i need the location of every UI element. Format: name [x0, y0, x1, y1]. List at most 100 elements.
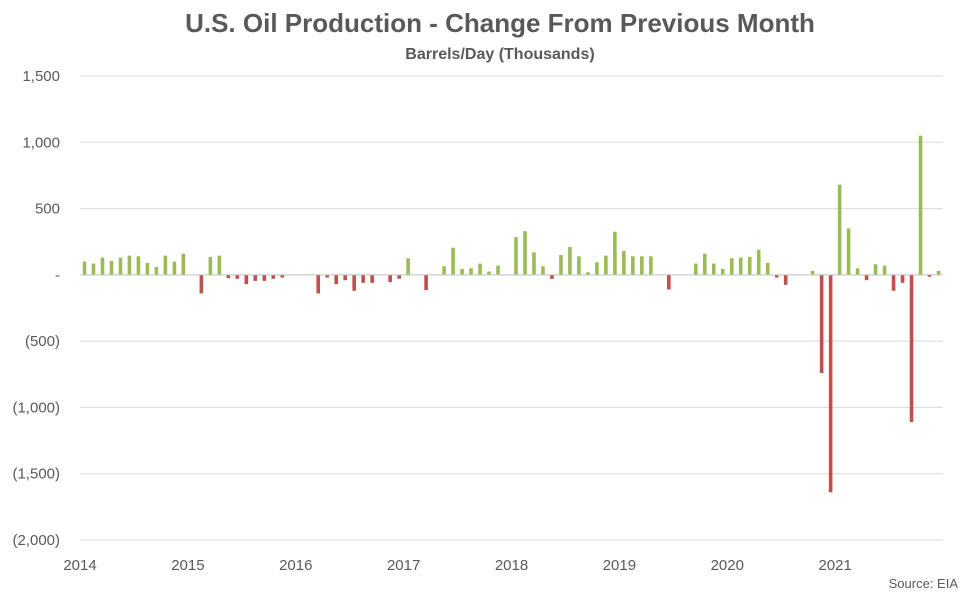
bar	[810, 270, 815, 275]
bar	[316, 274, 321, 294]
bar	[909, 274, 914, 423]
bar	[891, 274, 896, 291]
bar	[819, 274, 824, 373]
bar	[487, 271, 491, 275]
bar	[154, 266, 159, 275]
bar	[720, 268, 725, 275]
x-tick-label: 2017	[387, 557, 420, 574]
bar	[855, 268, 860, 275]
bar	[927, 274, 932, 277]
bar	[334, 274, 339, 285]
bar	[469, 268, 473, 275]
bar	[127, 255, 132, 275]
bar	[280, 274, 285, 278]
bar	[738, 257, 743, 275]
x-tick-label: 2018	[495, 557, 528, 574]
source-note: Source: EIA	[888, 576, 958, 591]
bar	[523, 231, 527, 275]
bar	[244, 274, 249, 285]
bar	[667, 274, 671, 290]
bar	[478, 263, 482, 275]
bar	[235, 274, 240, 279]
bar	[91, 263, 96, 275]
bar	[550, 274, 554, 279]
bar	[693, 263, 698, 275]
bar	[343, 274, 347, 281]
bar	[118, 257, 123, 275]
bar	[640, 256, 644, 275]
y-tick-label: 1,000	[22, 134, 60, 151]
bar	[568, 247, 572, 275]
bar	[711, 263, 716, 275]
bar	[208, 256, 213, 275]
bar	[702, 253, 707, 275]
bar	[109, 260, 114, 275]
bar	[82, 261, 87, 275]
bar	[163, 255, 168, 275]
y-tick-label: (2,000)	[12, 532, 60, 549]
bar	[631, 256, 635, 275]
bar	[361, 274, 365, 283]
x-tick-label: 2020	[711, 557, 744, 574]
y-tick-label: (500)	[25, 333, 60, 350]
bar	[846, 228, 851, 275]
chart-title: U.S. Oil Production - Change From Previo…	[185, 8, 815, 38]
bar	[649, 256, 653, 275]
x-tick-label: 2021	[818, 557, 851, 574]
y-tick-label: (1,500)	[12, 466, 60, 483]
bar	[882, 265, 887, 275]
bar	[514, 237, 518, 275]
bar	[918, 135, 923, 275]
bar	[145, 262, 150, 275]
bar	[172, 261, 177, 275]
bar	[595, 262, 599, 275]
bar	[936, 270, 941, 275]
chart-subtitle: Barrels/Day (Thousands)	[405, 46, 595, 63]
bar	[100, 257, 105, 275]
bar	[253, 274, 258, 281]
y-tick-label: (1,000)	[12, 399, 60, 416]
y-tick-label: -	[55, 267, 60, 284]
bar	[577, 256, 581, 275]
bar	[199, 274, 204, 294]
bar	[226, 274, 231, 279]
bar	[217, 255, 222, 275]
bar	[613, 231, 617, 275]
bar	[864, 274, 869, 281]
bar	[559, 254, 563, 275]
bar	[325, 274, 330, 278]
bar	[460, 268, 464, 275]
x-tick-label: 2019	[603, 557, 636, 574]
bar	[541, 266, 545, 275]
bar	[442, 266, 446, 275]
bar	[604, 255, 608, 275]
bar	[352, 274, 356, 291]
bar	[783, 274, 788, 285]
bar	[181, 253, 186, 275]
bar	[756, 249, 761, 275]
bar	[271, 274, 276, 279]
x-tick-label: 2016	[279, 557, 312, 574]
bar	[774, 274, 779, 278]
bar	[747, 256, 752, 275]
x-tick-label: 2015	[171, 557, 204, 574]
bar	[451, 247, 455, 275]
bar	[729, 258, 734, 275]
y-tick-label: 1,500	[22, 68, 60, 85]
bar	[532, 252, 536, 275]
bar	[828, 274, 833, 493]
bar	[837, 184, 842, 275]
bar	[586, 272, 590, 275]
x-tick-label: 2014	[63, 557, 96, 574]
bar	[424, 274, 428, 291]
bar	[900, 274, 905, 283]
bar	[397, 274, 401, 279]
bar	[262, 274, 267, 281]
bar	[388, 274, 392, 283]
bar	[873, 264, 878, 275]
bar	[765, 262, 770, 275]
bar	[136, 256, 141, 275]
bar	[370, 274, 374, 283]
y-tick-label: 500	[35, 201, 60, 218]
